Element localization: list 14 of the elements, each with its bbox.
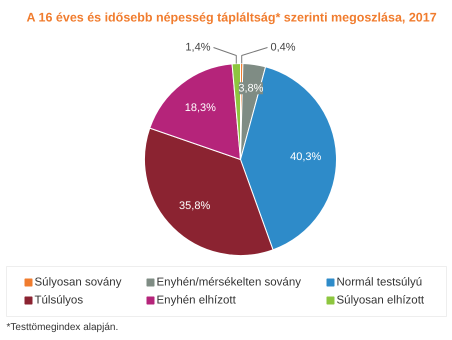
data-label: 35,8% xyxy=(179,200,210,212)
legend-label: Enyhén elhízott xyxy=(156,294,237,306)
data-label: 1,4% xyxy=(185,42,211,54)
data-label: 0,4% xyxy=(270,42,296,54)
data-label: 18,3% xyxy=(184,102,216,114)
chart-title: A 16 éves és idősebb népesség tápláltság* szerinti megoszlása, 2017 xyxy=(26,10,437,24)
legend-label: Enyhén/mérsékelten sovány xyxy=(156,276,302,288)
data-label: 3,8% xyxy=(238,82,264,94)
legend-label: Normál testsúlyú xyxy=(336,276,422,288)
legend-label: Súlyosan sovány xyxy=(34,276,122,288)
text: *Testtömegindex alapján. xyxy=(6,322,118,333)
legend-label: Túlsúlyos xyxy=(34,294,84,306)
data-label: 40,3% xyxy=(290,150,322,163)
legend-label: Súlyosan elhízott xyxy=(336,294,425,306)
